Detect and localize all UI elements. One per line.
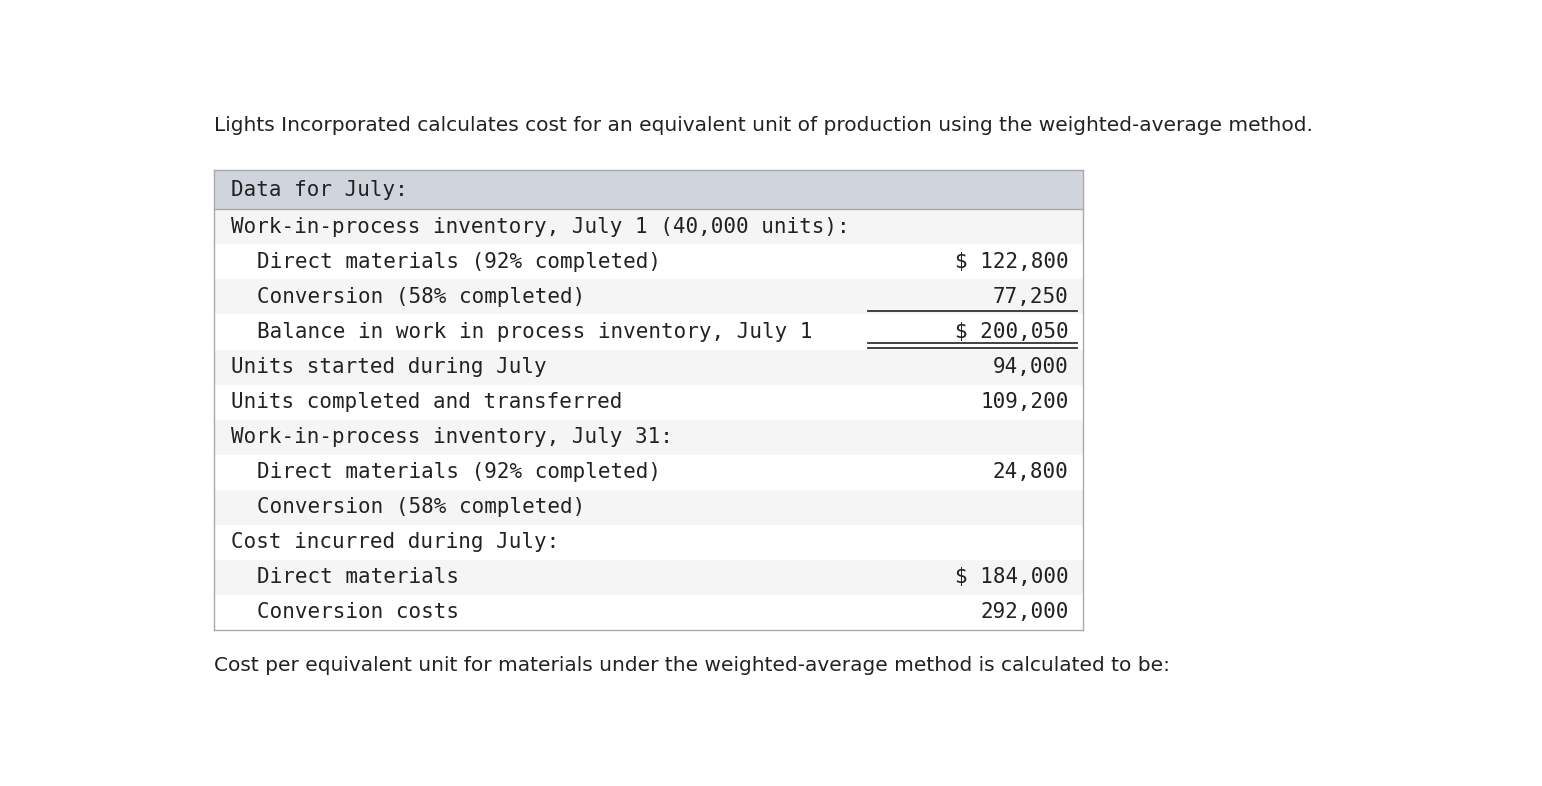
FancyBboxPatch shape	[214, 170, 1082, 209]
Text: Cost per equivalent unit for materials under the weighted-average method is calc: Cost per equivalent unit for materials u…	[214, 656, 1170, 675]
Text: 94,000: 94,000	[993, 357, 1069, 377]
Text: Units completed and transferred: Units completed and transferred	[231, 392, 623, 412]
Text: Direct materials: Direct materials	[258, 567, 460, 587]
Text: Conversion costs: Conversion costs	[258, 602, 460, 623]
FancyBboxPatch shape	[214, 454, 1082, 490]
Text: $ 122,800: $ 122,800	[954, 252, 1069, 272]
Text: Data for July:: Data for July:	[231, 180, 407, 200]
Text: Lights Incorporated calculates cost for an equivalent unit of production using t: Lights Incorporated calculates cost for …	[214, 116, 1314, 134]
Text: Cost incurred during July:: Cost incurred during July:	[231, 532, 560, 553]
FancyBboxPatch shape	[214, 560, 1082, 595]
Text: Direct materials (92% completed): Direct materials (92% completed)	[258, 252, 662, 272]
Text: Direct materials (92% completed): Direct materials (92% completed)	[258, 462, 662, 482]
Text: 24,800: 24,800	[993, 462, 1069, 482]
FancyBboxPatch shape	[214, 595, 1082, 630]
FancyBboxPatch shape	[214, 244, 1082, 279]
Text: $ 200,050: $ 200,050	[954, 322, 1069, 342]
Text: Work-in-process inventory, July 31:: Work-in-process inventory, July 31:	[231, 427, 672, 447]
FancyBboxPatch shape	[214, 490, 1082, 525]
Text: Conversion (58% completed): Conversion (58% completed)	[258, 498, 586, 517]
FancyBboxPatch shape	[214, 350, 1082, 384]
Text: $ 184,000: $ 184,000	[954, 567, 1069, 587]
Text: Work-in-process inventory, July 1 (40,000 units):: Work-in-process inventory, July 1 (40,00…	[231, 217, 850, 237]
Text: 109,200: 109,200	[981, 392, 1069, 412]
FancyBboxPatch shape	[214, 209, 1082, 244]
FancyBboxPatch shape	[214, 525, 1082, 560]
FancyBboxPatch shape	[214, 420, 1082, 454]
FancyBboxPatch shape	[214, 384, 1082, 420]
Text: 292,000: 292,000	[981, 602, 1069, 623]
FancyBboxPatch shape	[214, 279, 1082, 314]
FancyBboxPatch shape	[214, 314, 1082, 350]
Text: Units started during July: Units started during July	[231, 357, 546, 377]
Text: 77,250: 77,250	[993, 287, 1069, 307]
Text: Conversion (58% completed): Conversion (58% completed)	[258, 287, 586, 307]
Text: Balance in work in process inventory, July 1: Balance in work in process inventory, Ju…	[258, 322, 813, 342]
